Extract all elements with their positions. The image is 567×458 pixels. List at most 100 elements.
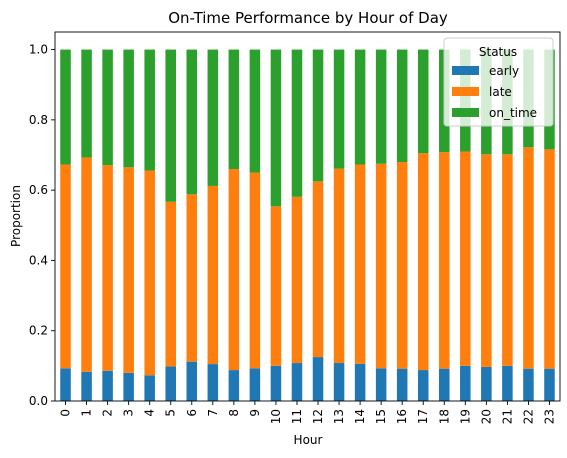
bar-on_time-hour-1: [81, 49, 92, 158]
bar-early-hour-21: [502, 365, 513, 401]
legend-swatch-on_time: [452, 108, 479, 117]
bar-late-hour-5: [165, 201, 176, 367]
x-tick-label: 13: [332, 409, 346, 424]
bar-early-hour-7: [207, 364, 219, 401]
bar-late-hour-15: [375, 163, 387, 369]
bar-early-hour-4: [144, 375, 155, 401]
legend-label-late: late: [489, 85, 512, 99]
bar-early-hour-14: [354, 363, 366, 401]
x-tick-label: 0: [59, 409, 73, 417]
x-tick-label: 22: [521, 409, 535, 424]
bar-early-hour-6: [186, 361, 198, 401]
x-tick-label: 7: [206, 409, 220, 417]
bar-late-hour-19: [460, 151, 471, 366]
legend: Status early late on_time: [443, 37, 554, 127]
bar-late-hour-10: [270, 206, 282, 366]
x-tick-label: 11: [290, 409, 304, 424]
bar-late-hour-9: [249, 172, 261, 369]
y-tick-label: 0.2: [29, 324, 48, 338]
bar-late-hour-8: [228, 169, 240, 371]
x-tick-label: 15: [374, 409, 388, 424]
bar-early-hour-22: [523, 368, 534, 401]
bar-on_time-hour-2: [102, 49, 113, 166]
bar-late-hour-4: [144, 170, 155, 376]
y-axis-label: Proportion: [9, 185, 23, 247]
bar-on_time-hour-13: [333, 49, 345, 169]
y-axis: 0.0 0.2 0.4 0.6 0.8 1.0: [29, 43, 55, 408]
x-axis-label: Hour: [294, 433, 323, 447]
x-tick-label: 6: [185, 409, 199, 417]
bar-on_time-hour-5: [165, 49, 176, 202]
legend-box: [443, 37, 554, 127]
x-tick-label: 12: [311, 409, 325, 424]
legend-swatch-late: [452, 87, 479, 96]
bar-on_time-hour-11: [291, 49, 303, 197]
bar-early-hour-1: [81, 371, 92, 401]
x-tick-label: 3: [122, 409, 136, 417]
x-tick-label: 16: [395, 409, 409, 424]
bar-late-hour-17: [417, 153, 429, 371]
legend-items: early late on_time: [452, 64, 537, 120]
bar-late-hour-3: [123, 167, 134, 373]
x-tick-label: 17: [416, 409, 430, 424]
bar-late-hour-14: [354, 164, 366, 364]
bar-early-hour-15: [375, 368, 387, 401]
bar-late-hour-16: [396, 162, 408, 369]
bar-late-hour-11: [291, 196, 303, 364]
bar-early-hour-20: [481, 366, 492, 401]
legend-swatch-early: [452, 66, 479, 75]
chart-title: On-Time Performance by Hour of Day: [168, 9, 448, 27]
bar-on_time-hour-16: [396, 49, 408, 163]
bar-early-hour-3: [123, 372, 134, 401]
bar-early-hour-19: [460, 365, 471, 401]
bar-early-hour-18: [439, 368, 450, 401]
x-tick-label: 19: [458, 409, 472, 424]
bar-early-hour-8: [228, 370, 240, 401]
x-axis: 0 1 2 3 4 5 6 7 8 9 10 11 12 13 14 15 16 17 18 19 20 21 22 23: [59, 401, 556, 424]
bar-on_time-hour-15: [375, 49, 387, 164]
bar-on_time-hour-7: [207, 49, 219, 186]
y-tick-label: 1.0: [29, 43, 48, 57]
bar-on_time-hour-10: [270, 49, 282, 207]
y-tick-label: 0.4: [29, 253, 48, 267]
x-tick-label: 10: [269, 409, 283, 424]
bar-late-hour-1: [81, 157, 92, 372]
bar-on_time-hour-3: [123, 49, 134, 168]
bar-on_time-hour-17: [417, 49, 429, 154]
bar-on_time-hour-9: [249, 49, 261, 173]
bar-early-hour-11: [291, 363, 303, 401]
bar-early-hour-10: [270, 365, 282, 401]
bar-on_time-hour-6: [186, 49, 198, 195]
x-tick-label: 18: [437, 409, 451, 424]
bar-on_time-hour-12: [312, 49, 324, 182]
legend-label-on_time: on_time: [489, 106, 537, 120]
x-tick-label: 23: [542, 409, 556, 424]
bar-early-hour-17: [417, 370, 429, 401]
x-tick-label: 2: [101, 409, 115, 417]
bar-on_time-hour-14: [354, 49, 366, 165]
bar-late-hour-0: [60, 164, 71, 369]
bar-on_time-hour-0: [60, 49, 71, 165]
bar-late-hour-21: [502, 154, 513, 366]
bar-early-hour-5: [165, 366, 176, 401]
bar-late-hour-7: [207, 185, 219, 365]
bar-early-hour-9: [249, 368, 261, 401]
plot-frame: [54, 31, 561, 402]
x-tick-label: 8: [227, 409, 241, 417]
y-tick-label: 0.6: [29, 183, 48, 197]
bar-early-hour-13: [333, 363, 345, 401]
y-tick-label: 0.8: [29, 113, 48, 127]
bar-early-hour-12: [312, 357, 324, 401]
bar-late-hour-20: [481, 154, 492, 367]
x-tick-label: 20: [479, 409, 493, 424]
x-tick-label: 1: [80, 409, 94, 417]
x-tick-label: 4: [143, 409, 157, 417]
bar-early-hour-23: [544, 368, 555, 401]
bar-late-hour-6: [186, 194, 198, 362]
bar-early-hour-0: [60, 368, 71, 401]
x-tick-label: 9: [248, 409, 262, 417]
x-tick-label: 14: [353, 409, 367, 424]
bar-late-hour-2: [102, 165, 113, 371]
legend-label-early: early: [489, 64, 519, 78]
